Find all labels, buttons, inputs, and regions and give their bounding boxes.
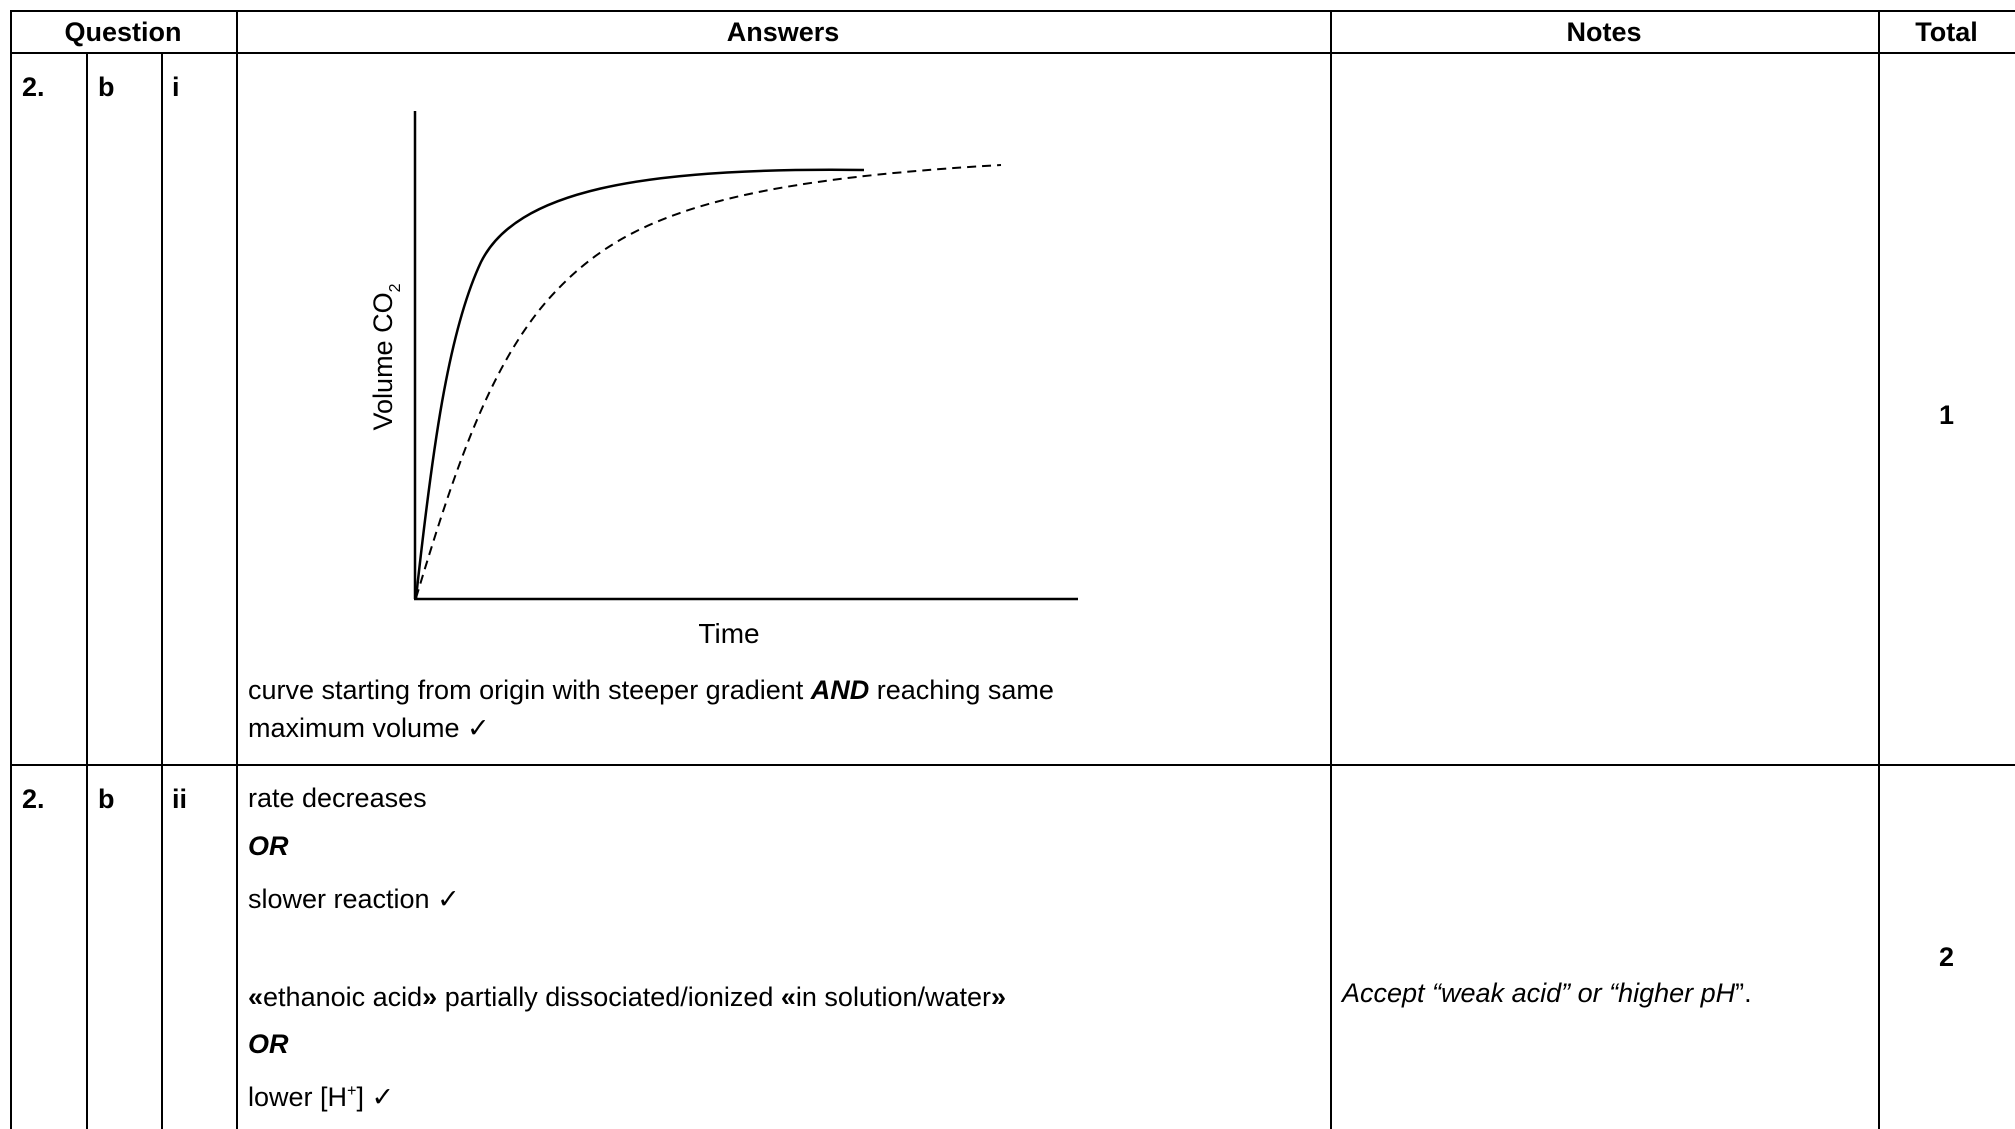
col-divider-notes [1330, 10, 1332, 1129]
answer-line: rate decreases [248, 783, 427, 813]
steeper-curve [414, 168, 865, 599]
col-divider-answers [236, 10, 238, 1129]
header-total: Total [1915, 16, 1978, 47]
question-part: b [98, 72, 115, 102]
col-divider-part [86, 52, 88, 1129]
or-keyword: OR [248, 1029, 289, 1059]
dashed-curve [415, 164, 1002, 599]
y-axis-label: Volume CO2 [368, 283, 404, 430]
question-number: 2. [22, 72, 45, 102]
col-divider-sub [161, 52, 163, 1129]
col-divider-total [1878, 10, 1880, 1129]
question-subpart: ii [172, 784, 188, 814]
notes-text: Accept “weak acid” or “higher pH”. [1342, 978, 1752, 1008]
header-question: Question [64, 16, 182, 47]
answer-text: curve starting from origin with steeper … [248, 675, 1054, 705]
row-divider [10, 764, 2015, 766]
or-keyword: OR [248, 831, 289, 861]
answer-line: slower reaction ✓ [248, 884, 460, 914]
x-axis-label: Time [698, 618, 759, 649]
table-left-border [10, 10, 12, 1129]
answer-line: «ethanoic acid» partially dissociated/io… [248, 982, 1007, 1012]
header-bottom-border [10, 52, 2015, 54]
answer-text-continued: maximum volume ✓ [248, 713, 490, 743]
header-notes: Notes [1566, 16, 1642, 47]
question-number: 2. [22, 784, 45, 814]
table-top-border [10, 10, 2015, 12]
header-answers: Answers [726, 16, 840, 47]
total-marks: 2 [1938, 942, 1955, 972]
total-marks: 1 [1938, 400, 1955, 430]
question-part: b [98, 784, 115, 814]
volume-time-graph: Volume CO2 Time [368, 111, 1078, 649]
answer-line: lower [H+] ✓ [248, 1082, 395, 1112]
question-subpart: i [172, 72, 180, 102]
